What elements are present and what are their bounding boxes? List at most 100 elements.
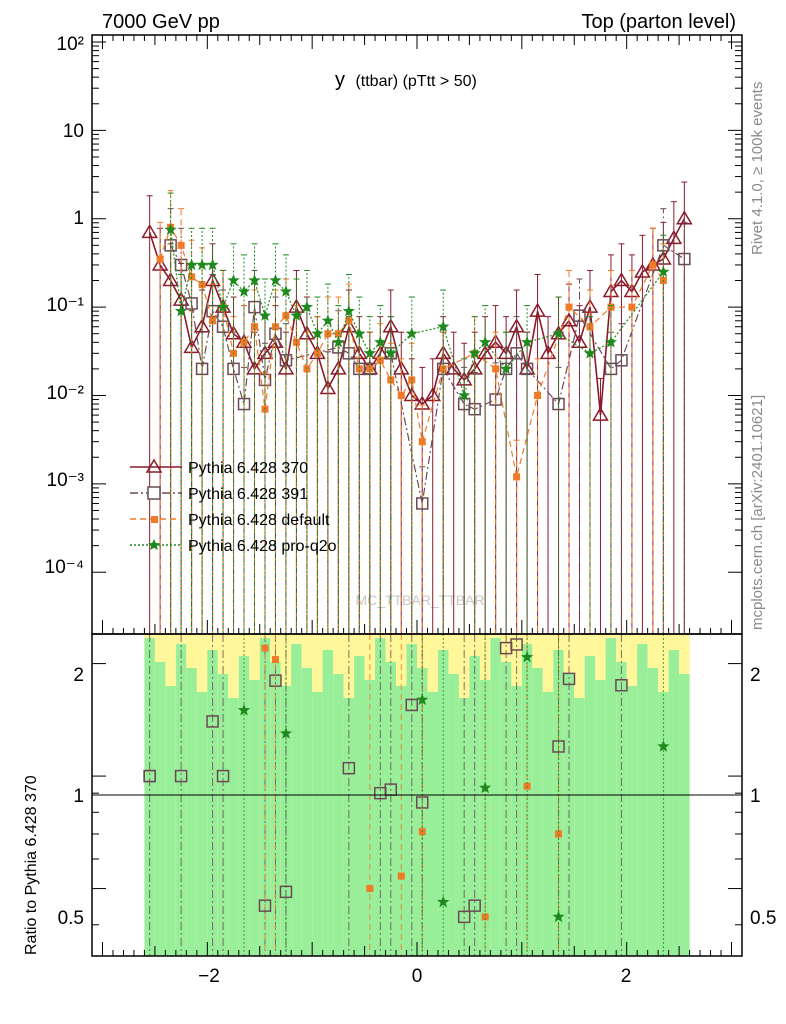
plot-title-sub: (ttbar) (pTtt > 50)	[355, 73, 476, 90]
square-marker-icon	[147, 486, 161, 500]
ratio-tick-label-right: 2	[750, 665, 761, 686]
data-point	[374, 335, 387, 348]
data-point	[397, 391, 405, 399]
data-point	[520, 335, 534, 348]
rivet-label: Rivet 4.1.0, ≥ 100k events	[749, 82, 766, 255]
legend: Pythia 6.428 370 Pythia 6.428 391 Pythia…	[130, 458, 337, 555]
data-point	[510, 638, 523, 651]
data-point	[529, 302, 546, 317]
data-point	[418, 438, 426, 446]
data-point	[387, 376, 395, 384]
data-point	[311, 327, 324, 339]
ratio-band-green	[626, 686, 638, 956]
legend-entry-391: Pythia 6.428 391	[130, 486, 308, 503]
data-point	[366, 365, 374, 373]
data-point	[206, 258, 219, 271]
legend-entry-pro-q2o: Pythia 6.428 pro-q2o	[130, 538, 337, 555]
data-point	[408, 376, 416, 384]
data-point	[604, 335, 618, 348]
data-point	[416, 693, 429, 706]
data-point	[363, 346, 376, 359]
data-point	[185, 258, 198, 271]
x-tick-label: −2	[198, 966, 220, 987]
data-point	[415, 497, 429, 510]
ratio-band-green	[637, 644, 648, 956]
ratio-band-green	[605, 638, 617, 956]
data-point	[156, 255, 164, 263]
data-point	[424, 386, 442, 402]
data-point	[592, 406, 609, 421]
ratio-band-green	[490, 638, 501, 956]
data-point	[583, 346, 597, 359]
data-point	[552, 327, 565, 339]
data-point	[539, 344, 557, 360]
data-point	[366, 885, 374, 893]
ratio-tick-label: 1	[73, 786, 84, 807]
data-point	[607, 303, 615, 311]
data-point	[665, 229, 683, 245]
data-point	[198, 281, 206, 289]
y-tick-label: 10⁻³	[47, 470, 85, 491]
data-point	[458, 389, 471, 401]
y-tick-label: 10	[63, 121, 84, 142]
data-point	[162, 272, 179, 287]
data-point	[174, 769, 188, 783]
legend-label: Pythia 6.428 370	[188, 460, 308, 477]
data-point	[384, 346, 397, 359]
data-point	[649, 261, 657, 269]
data-point	[497, 344, 515, 360]
data-point	[143, 769, 156, 783]
data-point	[261, 644, 269, 652]
y-tick-label: 10⁻²	[47, 383, 85, 404]
data-point	[227, 274, 240, 286]
data-point	[216, 300, 230, 313]
data-point	[279, 727, 293, 739]
data-point	[209, 317, 217, 325]
data-point	[586, 323, 594, 331]
data-point	[342, 761, 356, 775]
data-point	[405, 698, 419, 712]
data-point	[376, 356, 384, 364]
filled-square-marker-icon	[151, 516, 158, 523]
data-point	[439, 365, 447, 373]
ratio-band-green	[616, 662, 627, 956]
ratio-band-green	[647, 668, 659, 956]
data-point	[479, 335, 492, 348]
legend-label: Pythia 6.428 default	[188, 512, 330, 529]
data-point	[560, 312, 578, 327]
legend-label: Pythia 6.428 pro-q2o	[188, 538, 337, 555]
legend-entry-default: Pythia 6.428 default	[130, 512, 330, 529]
ratio-band-green	[584, 656, 596, 956]
data-point	[492, 365, 500, 373]
data-point	[269, 274, 282, 286]
y-tick-label: 10²	[57, 34, 84, 55]
data-point	[678, 252, 691, 266]
data-point	[520, 650, 534, 663]
ratio-band-green	[385, 662, 397, 956]
data-point	[332, 335, 345, 348]
ratio-tick-label-right: 1	[750, 786, 761, 807]
ratio-band-green	[396, 686, 407, 956]
data-point	[216, 769, 230, 783]
data-point	[177, 241, 185, 249]
data-point	[248, 274, 261, 286]
data-point	[615, 354, 628, 367]
data-point	[240, 338, 248, 346]
data-point	[290, 309, 303, 321]
ratio-tick-label: 0.5	[58, 908, 84, 929]
data-point	[174, 304, 188, 317]
plot-title-main: y	[335, 69, 345, 91]
y-tick-label: 10⁻¹	[47, 295, 85, 316]
data-point	[552, 910, 565, 923]
data-point	[251, 323, 258, 331]
data-point	[657, 740, 670, 752]
triangle-marker-icon	[145, 458, 163, 473]
y-tick-label: 10⁻⁴	[45, 557, 84, 578]
data-point	[513, 473, 521, 481]
x-tick-label: 2	[621, 966, 632, 987]
data-point	[555, 830, 563, 838]
ratio-band-green	[322, 650, 334, 956]
header-right: Top (parton level)	[581, 11, 736, 33]
legend-entry-370: Pythia 6.428 370	[130, 458, 308, 477]
